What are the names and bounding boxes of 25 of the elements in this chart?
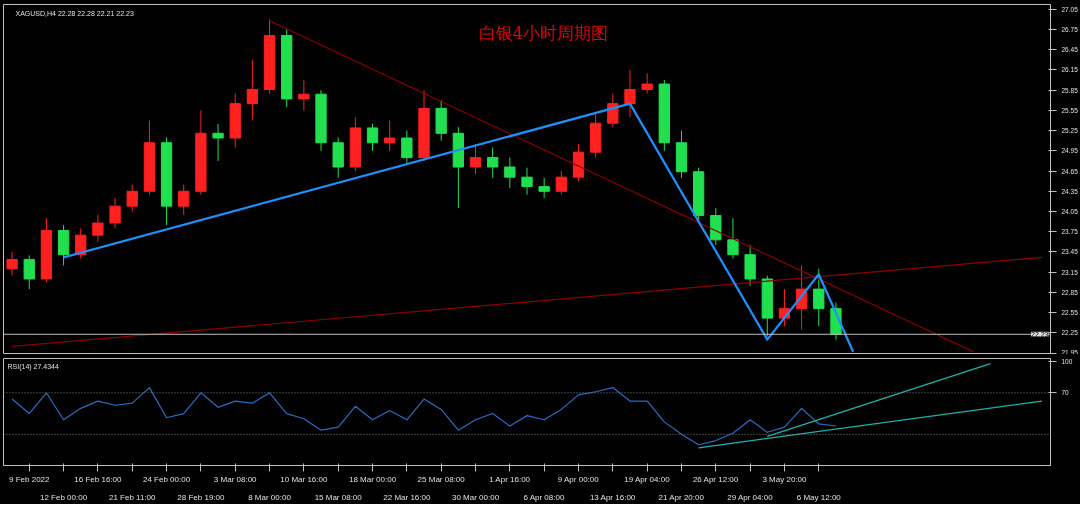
x-tick-label: 18 Mar 00:00: [348, 474, 397, 484]
x-tick-label: 6 Apr 08:00: [523, 492, 565, 502]
x-tick-label: 24 Feb 00:00: [142, 474, 191, 484]
x-tick-label: 3 Mar 08:00: [213, 474, 258, 484]
x-tick-label: 12 Feb 00:00: [40, 492, 88, 502]
x-tick-label: 22 Mar 16:00: [383, 492, 431, 502]
x-tick-label: 16 Feb 16:00: [74, 474, 123, 484]
x-tick-label: 13 Apr 16:00: [589, 492, 636, 502]
x-tick-label: 29 Apr 04:00: [727, 492, 774, 502]
x-tick-label: 9 Feb 2022: [9, 474, 51, 484]
x-tick-label: 3 May 20:00: [762, 474, 808, 484]
x-tick-label: 19 Apr 04:00: [624, 474, 671, 484]
x-tick-label: 21 Feb 11:00: [108, 492, 157, 502]
x-tick-label: 28 Feb 19:00: [177, 492, 226, 502]
x-tick-label: 9 Apr 00:00: [557, 474, 600, 484]
x-tick-label: 1 Apr 16:00: [489, 474, 531, 484]
x-tick-label: 6 May 12:00: [796, 492, 842, 502]
x-tick-label: 21 Apr 20:00: [658, 492, 705, 502]
x-tick-label: 25 Mar 08:00: [417, 474, 466, 484]
x-tick-label: 15 Mar 08:00: [314, 492, 363, 502]
x-tick-label: 26 Apr 12:00: [692, 474, 739, 484]
text: 白银4小时周期图: [478, 22, 609, 43]
x-tick-label: 10 Mar 16:00: [280, 474, 328, 484]
x-tick-label: 30 Mar 00:00: [451, 492, 500, 502]
x-tick-label: 8 Mar 00:00: [248, 492, 292, 502]
